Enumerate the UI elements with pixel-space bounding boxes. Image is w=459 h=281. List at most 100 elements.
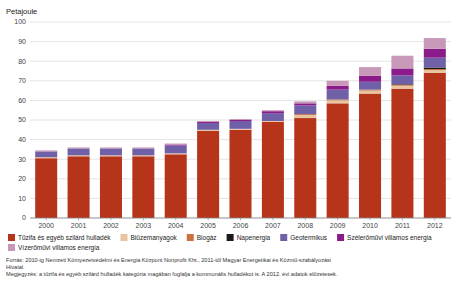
bar-segment (327, 100, 349, 103)
bar-segment (165, 145, 187, 153)
x-tick (46, 218, 47, 221)
legend-item: Biogáz (187, 234, 217, 242)
tick-label: 20 (18, 175, 26, 182)
tick-label: 2007 (265, 222, 281, 229)
tick-label: 50 (18, 116, 26, 123)
bar-segment (262, 122, 284, 218)
bar-segment (424, 67, 446, 69)
tick-label: 40 (18, 136, 26, 143)
legend-swatch (280, 234, 287, 241)
bar-segment (132, 147, 154, 149)
bar-segment (262, 111, 284, 113)
bar-segment (68, 148, 90, 155)
bar-segment (35, 158, 57, 218)
tick-label: 10 (18, 195, 26, 202)
bar-segment (294, 105, 316, 114)
bar-segment (327, 90, 349, 100)
bar-segment (100, 156, 122, 218)
tick-label: 2011 (395, 222, 410, 229)
legend-label: Napenergia (237, 234, 271, 242)
grid-line (30, 22, 451, 23)
legend-item: Tűzifa és egyéb szilárd hulladék (8, 234, 111, 242)
bar-segment (391, 68, 413, 75)
legend-swatch (337, 234, 344, 241)
bar-segment (229, 130, 251, 218)
bar-segment (391, 89, 413, 218)
bar-segment (35, 151, 57, 157)
bar-segment (68, 148, 90, 149)
legend-item: Geotermikus (280, 234, 328, 241)
footnote: Forrás: 2010-ig Nemzeti Környezetvédelmi… (6, 257, 331, 263)
bar-segment (327, 86, 349, 90)
tick-label: 80 (18, 58, 26, 65)
bar-segment (359, 76, 381, 82)
bar-segment (165, 154, 187, 218)
bar-segment (197, 121, 219, 123)
x-tick (272, 218, 273, 221)
tick-label: 2003 (136, 222, 152, 229)
legend-item: Biüzemanyagok (121, 234, 178, 242)
bar-segment (165, 143, 187, 145)
x-tick (78, 218, 79, 221)
tick-label: 60 (18, 97, 26, 104)
bar-segment (132, 148, 154, 149)
tick-label: 100 (14, 18, 26, 25)
footnote: Megjegyzés: a tűzifa és egyéb szilárd hu… (6, 271, 338, 277)
bar-segment (229, 121, 251, 129)
x-tick (434, 218, 435, 221)
legend-label: Szélerőművi villamos energia (347, 234, 432, 242)
x-tick (175, 218, 176, 221)
bar-segment (132, 156, 154, 218)
tick-label: 2000 (38, 222, 54, 229)
bar-segment (100, 148, 122, 149)
tick-label: 2012 (427, 222, 443, 229)
tick-label: 2006 (233, 222, 249, 229)
tick-label: 2008 (297, 222, 313, 229)
bar-segment (424, 58, 446, 68)
bar-segment (424, 73, 446, 218)
tick-label: 2001 (71, 222, 87, 229)
legend-item: Napenergia (227, 234, 271, 242)
tick-label: 30 (18, 156, 26, 163)
bar-segment (327, 103, 349, 218)
legend-item: Szélerőművi villamos energia (337, 234, 432, 242)
legend-item: Vízerőművi villamos energia (8, 244, 100, 252)
bar-segment (294, 103, 316, 105)
bar-segment (165, 144, 187, 146)
legend-swatch (187, 234, 194, 241)
x-tick (208, 218, 209, 221)
grid-line (30, 41, 451, 42)
bar-segment (391, 84, 413, 86)
tick-label: 2005 (200, 222, 216, 229)
bar-segment (391, 86, 413, 89)
x-tick (337, 218, 338, 221)
legend-label: Vízerőművi villamos energia (18, 244, 100, 252)
x-tick (370, 218, 371, 221)
tick-label: 0 (22, 214, 26, 221)
bar-segment (327, 81, 349, 86)
legend-swatch (121, 234, 128, 241)
bar-segment (294, 115, 316, 118)
bar-segment (359, 82, 381, 90)
bar-segment (294, 101, 316, 103)
bar-segment (35, 151, 57, 152)
legend-label: Biüzemanyagok (131, 234, 178, 242)
bar-segment (197, 123, 219, 130)
footnote: Hivatal. (6, 264, 25, 270)
axis-label: Petajoule (6, 7, 37, 16)
legend-label: Tűzifa és egyéb szilárd hulladék (18, 234, 111, 242)
tick-label: 2010 (362, 222, 378, 229)
bar-segment (391, 75, 413, 84)
legend-label: Geotermikus (290, 234, 328, 241)
bar-segment (229, 120, 251, 122)
bar-segment (197, 131, 219, 218)
bar-segment (132, 148, 154, 155)
tick-label: 2004 (168, 222, 184, 229)
legend-swatch (227, 234, 234, 241)
bar-segment (100, 148, 122, 155)
bars (35, 38, 446, 218)
grid-line (30, 61, 451, 62)
bar-segment (359, 91, 381, 94)
legend-swatch (8, 244, 15, 251)
bar-segment (359, 94, 381, 218)
